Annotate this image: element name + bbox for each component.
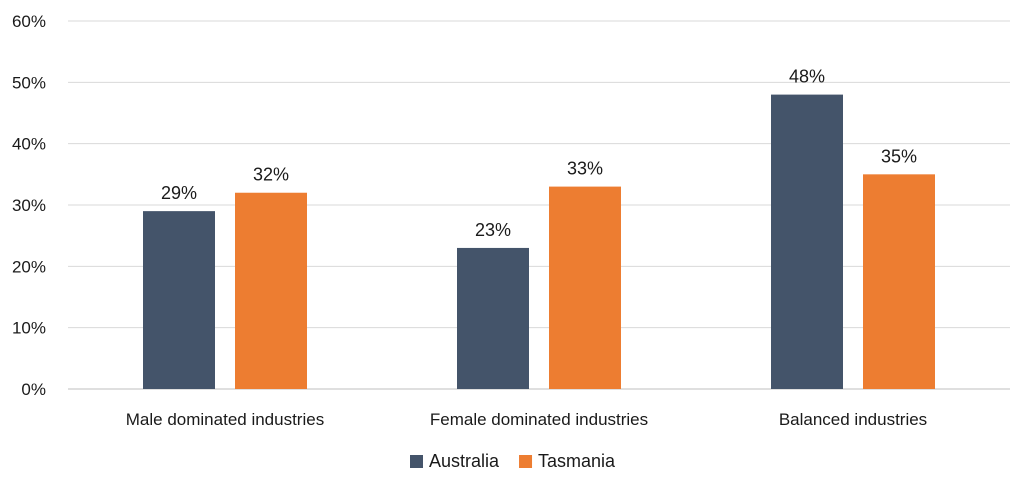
y-tick-label: 40%: [12, 135, 46, 154]
y-axis-ticks: 0% 10% 20% 30% 40% 50% 60%: [12, 12, 46, 399]
bar-tasmania: [549, 186, 621, 389]
legend-swatch-tasmania: [519, 455, 533, 468]
legend: Australia Tasmania: [410, 451, 616, 471]
data-label: 48%: [789, 67, 825, 87]
bars: [143, 94, 935, 389]
bar-tasmania: [863, 174, 935, 389]
y-tick-label: 60%: [12, 12, 46, 31]
bar-australia: [143, 211, 215, 389]
y-tick-label: 30%: [12, 196, 46, 215]
y-tick-label: 20%: [12, 257, 46, 276]
legend-label: Australia: [429, 451, 500, 471]
data-label: 35%: [881, 146, 917, 166]
category-label: Male dominated industries: [126, 410, 324, 429]
bar-tasmania: [235, 192, 307, 389]
data-label: 33%: [567, 159, 603, 179]
category-label: Balanced industries: [779, 410, 927, 429]
y-tick-label: 10%: [12, 319, 46, 338]
data-label: 23%: [475, 220, 511, 240]
legend-swatch-australia: [410, 455, 423, 468]
data-label: 32%: [253, 165, 289, 185]
gridlines: [68, 20, 1010, 390]
bar-australia: [771, 94, 843, 389]
data-labels: 29% 32% 23% 33% 48% 35%: [161, 67, 917, 240]
y-tick-label: 50%: [12, 73, 46, 92]
legend-label: Tasmania: [538, 451, 616, 471]
data-label: 29%: [161, 183, 197, 203]
y-tick-label: 0%: [21, 380, 46, 399]
bar-australia: [457, 247, 529, 389]
x-axis-categories: Male dominated industries Female dominate…: [126, 410, 927, 429]
category-label: Female dominated industries: [430, 410, 648, 429]
